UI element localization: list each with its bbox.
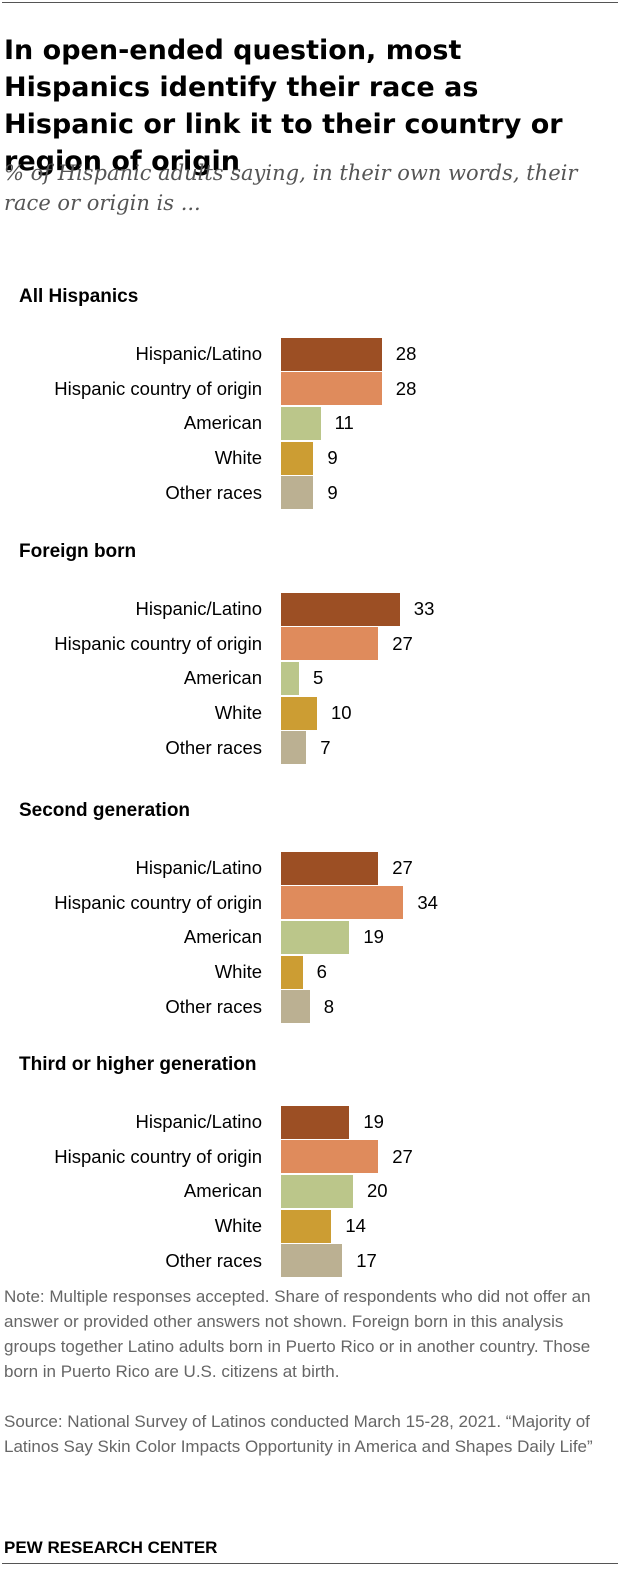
chart-note: Note: Multiple responses accepted. Share… [4, 1287, 591, 1381]
bar [281, 851, 379, 885]
category-label: American [183, 1180, 262, 1202]
pew-logo-text: PEW RESEARCH CENTER [4, 1538, 218, 1557]
bar [281, 1209, 332, 1243]
category-label: White [214, 961, 262, 983]
category-label: White [214, 1215, 262, 1237]
bar [281, 406, 321, 440]
top-rule [2, 2, 618, 3]
value-label: 28 [395, 377, 417, 399]
value-label: 14 [345, 1215, 366, 1237]
value-label: 19 [363, 1111, 384, 1132]
value-label: 8 [323, 995, 335, 1017]
value-label: 27 [392, 1145, 413, 1167]
category-label: Other races [165, 995, 262, 1017]
panel-title: Foreign born [19, 541, 137, 562]
value-label: 33 [413, 598, 435, 619]
bar [281, 1140, 379, 1174]
panel-title: Third or higher generation [19, 1054, 257, 1075]
category-label: White [214, 447, 262, 469]
category-label: Hispanic country of origin [54, 377, 262, 399]
bar [281, 731, 307, 765]
value-label: 17 [356, 1249, 377, 1271]
value-label: 20 [367, 1180, 388, 1202]
category-label: Other races [165, 481, 262, 503]
value-label: 27 [392, 632, 413, 654]
category-label: White [214, 702, 262, 724]
panel-title: All Hispanics [19, 286, 139, 307]
value-label: 6 [316, 961, 327, 983]
bar [281, 476, 314, 510]
category-label: American [183, 412, 262, 434]
value-label: 7 [320, 736, 331, 758]
value-label: 10 [331, 702, 352, 724]
category-label: Hispanic country of origin [54, 1145, 262, 1167]
category-label: Hispanic country of origin [54, 632, 262, 654]
bar [281, 627, 379, 661]
category-label: Other races [165, 1249, 262, 1271]
category-label: Hispanic/Latino [135, 1111, 263, 1132]
category-label: American [183, 667, 262, 689]
bar [281, 661, 299, 695]
category-label: Other races [165, 736, 262, 758]
bar [281, 1244, 343, 1278]
bar [281, 1174, 353, 1208]
chart-subtitle: % of Hispanic adults saying, in their ow… [4, 161, 578, 215]
value-label: 5 [313, 667, 324, 689]
value-label: 27 [392, 857, 413, 878]
category-label: Hispanic/Latino [135, 857, 263, 878]
chart-title: In open-ended question, most Hispanics i… [4, 35, 563, 177]
bar [281, 337, 382, 371]
bar [281, 441, 314, 475]
bar [281, 1105, 350, 1139]
category-label: Hispanic/Latino [135, 343, 263, 364]
value-label: 9 [327, 481, 338, 503]
bar [281, 955, 303, 989]
value-label: 28 [395, 343, 417, 364]
bar [281, 920, 350, 954]
bar [281, 990, 310, 1024]
bottom-rule [2, 1563, 618, 1564]
value-label: 9 [327, 447, 338, 469]
value-label: 19 [363, 926, 384, 948]
category-label: American [183, 926, 262, 948]
bar [281, 696, 317, 730]
category-label: Hispanic/Latino [135, 598, 263, 619]
bar [281, 372, 382, 406]
chart-source: Source: National Survey of Latinos condu… [4, 1412, 593, 1456]
panel-title: Second generation [19, 800, 191, 821]
value-label: 11 [334, 412, 354, 434]
value-label: 34 [417, 891, 438, 913]
bar [281, 592, 400, 626]
bar [281, 886, 404, 920]
category-label: Hispanic country of origin [54, 891, 262, 913]
